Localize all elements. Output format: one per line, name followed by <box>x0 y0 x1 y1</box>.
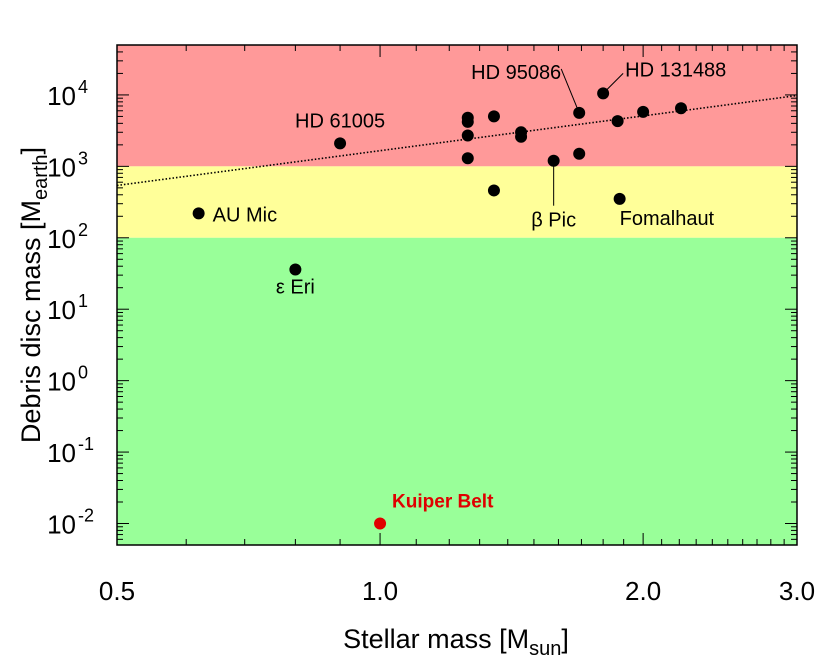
y-tick-exponent: 1 <box>78 291 88 311</box>
point-label: β Pic <box>531 210 576 232</box>
x-axis-label-sub: sun <box>529 638 561 660</box>
y-tick-label: 10 <box>47 295 76 325</box>
data-point <box>573 106 586 119</box>
band <box>117 237 797 545</box>
data-point <box>611 115 624 128</box>
point-label: ε Eri <box>276 276 315 298</box>
data-point <box>637 105 650 118</box>
y-tick-label: 10 <box>47 367 76 397</box>
data-point <box>192 207 205 220</box>
data-point <box>515 130 528 143</box>
x-axis-label-main: Stellar mass [M <box>343 624 529 654</box>
x-tick-labels: 0.5 1.0 2.0 3.0 <box>99 576 815 606</box>
y-tick-exponent: 3 <box>78 148 88 168</box>
y-tick-exponent: -2 <box>78 505 94 525</box>
y-tick-label: 10 <box>47 81 76 111</box>
data-point <box>289 263 302 276</box>
point-label: Kuiper Belt <box>392 491 494 512</box>
data-point <box>487 110 500 123</box>
y-tick-label: 10 <box>47 438 76 468</box>
y-tick-label: 10 <box>47 509 76 539</box>
x-axis-label-end: ] <box>561 624 569 654</box>
x-tick-label: 1.0 <box>362 576 398 606</box>
data-points <box>192 87 688 530</box>
y-axis-label: Debris disc mass [Mearth] <box>16 147 52 443</box>
y-axis-label-end: ] <box>16 147 46 155</box>
x-tick-label: 2.0 <box>625 576 661 606</box>
y-tick-exponent: 0 <box>78 363 88 383</box>
point-labels: AU Mic ε Eri HD 61005 β Pic HD 95086 HD 13148… <box>213 59 727 512</box>
kuiper-belt-point <box>374 517 387 530</box>
point-label: HD 95086 <box>471 62 561 84</box>
data-point <box>675 102 688 115</box>
y-tick-exponent: 2 <box>78 220 88 240</box>
data-point <box>597 87 610 100</box>
data-point <box>461 115 474 128</box>
plot-frame <box>116 44 798 546</box>
data-point <box>613 192 626 205</box>
data-point <box>547 154 560 167</box>
y-tick-label: 10 <box>47 152 76 182</box>
x-tick-label: 0.5 <box>99 576 135 606</box>
point-label: AU Mic <box>213 204 277 226</box>
band <box>117 166 797 238</box>
data-point <box>461 129 474 142</box>
y-tick-exponent: 4 <box>78 77 88 97</box>
point-label: HD 61005 <box>295 110 385 132</box>
leader-line <box>560 68 580 114</box>
data-point <box>334 137 347 150</box>
data-point <box>461 152 474 165</box>
x-tick-label: 3.0 <box>779 576 815 606</box>
data-point <box>573 147 586 160</box>
data-point <box>487 184 500 197</box>
background-bands <box>117 45 797 545</box>
x-axis-label: Stellar mass [Msun] <box>343 624 569 660</box>
y-tick-label: 10 <box>47 224 76 254</box>
y-axis-label-sub: earth <box>30 154 52 200</box>
y-tick-exponent: -1 <box>78 434 94 454</box>
y-axis-label-main: Debris disc mass [M <box>16 200 46 443</box>
point-label: HD 131488 <box>625 59 726 81</box>
point-label: Fomalhaut <box>620 208 715 230</box>
